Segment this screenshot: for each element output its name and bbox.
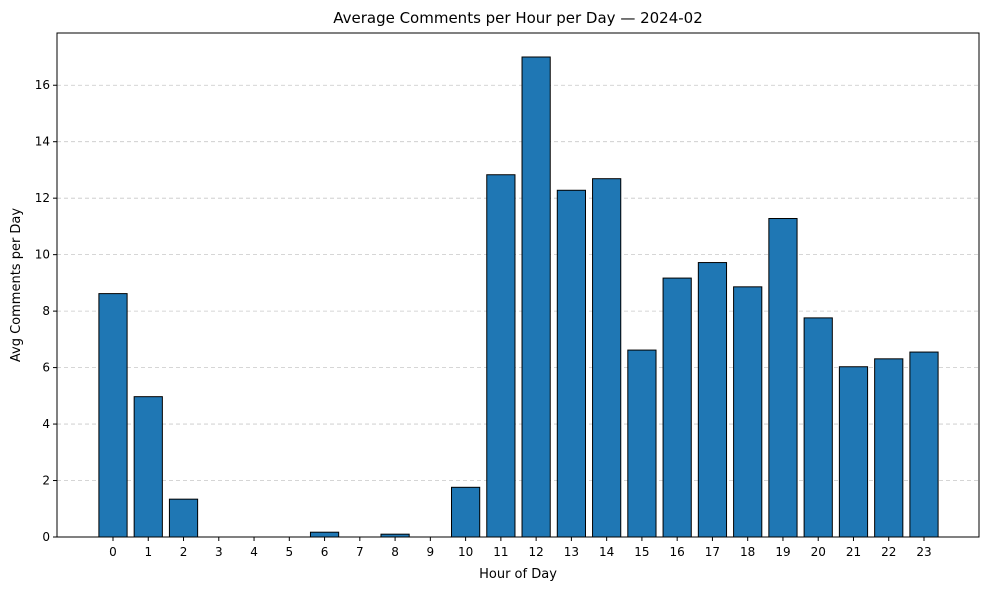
x-tick-label: 7 xyxy=(356,545,364,559)
x-tick-label: 10 xyxy=(458,545,473,559)
x-tick-label: 11 xyxy=(493,545,508,559)
bar-hour-23 xyxy=(909,351,939,538)
bar-hour-19 xyxy=(768,218,798,538)
bars xyxy=(98,56,939,538)
x-tick-label: 17 xyxy=(705,545,720,559)
bar-hour-1 xyxy=(133,396,163,538)
x-tick-label: 8 xyxy=(391,545,399,559)
x-tick-label: 12 xyxy=(528,545,543,559)
x-tick-label: 0 xyxy=(109,545,117,559)
x-tick-label: 4 xyxy=(250,545,258,559)
bar-hour-20 xyxy=(803,317,833,538)
bar-hour-0 xyxy=(98,293,128,538)
y-tick-label: 14 xyxy=(35,135,50,149)
x-axis-label: Hour of Day xyxy=(479,567,557,582)
x-axis: 0 1 2 3 4 5 6 7 8 9 10 11 12 13 14 15 16 17 18 19 20 21 22 23 xyxy=(109,537,932,559)
x-tick-label: 3 xyxy=(215,545,223,559)
bar-hour-11 xyxy=(486,174,516,538)
bar-hour-10 xyxy=(451,486,481,538)
x-tick-label: 13 xyxy=(564,545,579,559)
x-tick-label: 16 xyxy=(670,545,685,559)
x-tick-label: 19 xyxy=(775,545,790,559)
x-tick-label: 22 xyxy=(881,545,896,559)
bar-hour-16 xyxy=(662,277,692,538)
bar-hour-13 xyxy=(556,189,586,538)
x-tick-label: 2 xyxy=(180,545,188,559)
x-tick-label: 9 xyxy=(427,545,435,559)
x-tick-label: 20 xyxy=(811,545,826,559)
bar-hour-22 xyxy=(874,358,904,538)
y-tick-label: 10 xyxy=(35,248,50,262)
x-tick-label: 6 xyxy=(321,545,329,559)
x-tick-label: 21 xyxy=(846,545,861,559)
bar-hour-6 xyxy=(309,531,340,538)
x-tick-label: 23 xyxy=(916,545,931,559)
y-tick-label: 4 xyxy=(42,417,50,431)
bar-hour-15 xyxy=(627,349,657,538)
x-tick-label: 18 xyxy=(740,545,755,559)
x-tick-label: 14 xyxy=(599,545,614,559)
y-tick-label: 12 xyxy=(35,191,50,205)
y-tick-label: 8 xyxy=(42,304,50,318)
y-axis: 0 2 4 6 8 10 12 14 16 xyxy=(35,78,57,544)
x-tick-label: 1 xyxy=(144,545,152,559)
y-tick-label: 2 xyxy=(42,474,50,488)
bar-hour-14 xyxy=(592,178,622,538)
bar-hour-17 xyxy=(697,262,728,538)
y-tick-label: 6 xyxy=(42,361,50,375)
chart-title: Average Comments per Hour per Day — 2024… xyxy=(333,9,703,27)
y-tick-label: 0 xyxy=(42,530,50,544)
plot-frame xyxy=(56,32,980,538)
x-tick-label: 5 xyxy=(285,545,293,559)
bar-hour-21 xyxy=(838,366,869,538)
x-tick-label: 15 xyxy=(634,545,649,559)
y-axis-label: Avg Comments per Day xyxy=(9,208,24,363)
y-tick-label: 16 xyxy=(35,78,50,92)
bar-hour-2 xyxy=(168,498,199,538)
bar-hour-12 xyxy=(521,56,551,538)
bar-hour-18 xyxy=(733,286,763,538)
